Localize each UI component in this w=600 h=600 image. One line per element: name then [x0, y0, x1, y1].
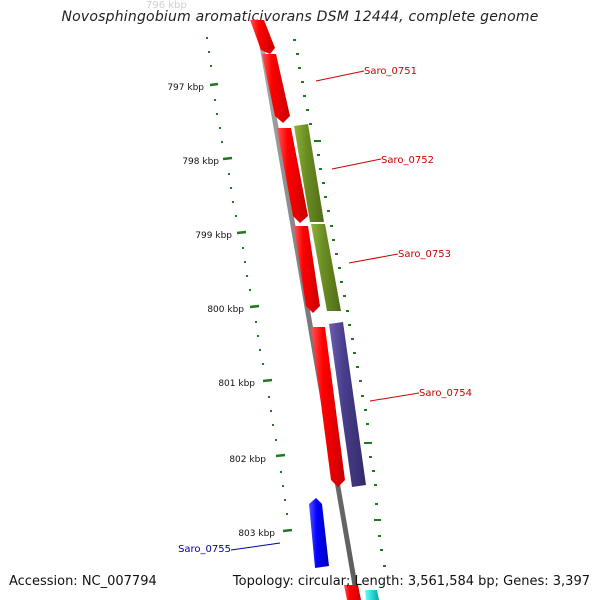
gene-saro-0755 [309, 498, 329, 568]
cds-segment-bottom [344, 585, 361, 600]
cds-segment-saro-0754 [311, 327, 345, 487]
cds-segment-saro-0753 [294, 226, 320, 313]
accession-text: Accession: NC_007794 [9, 574, 157, 589]
tick-label-800: 800 kbp [207, 305, 244, 315]
gene-label-saro-0754: Saro_0754 [419, 388, 472, 399]
gene-label-saro-0755: Saro_0755 [178, 544, 231, 555]
major-ticks [209, 82, 293, 533]
inner-tick-ring [206, 37, 288, 515]
outer-tick-ring [293, 39, 386, 567]
gene-label-saro-0751: Saro_0751 [364, 66, 417, 77]
tick-label-801: 801 kbp [218, 379, 255, 389]
gene-track [294, 124, 379, 600]
tick-label-798: 798 kbp [182, 157, 219, 167]
tick-label-797: 797 kbp [167, 83, 204, 93]
genome-backbone [255, 20, 360, 600]
tick-label-799: 799 kbp [195, 231, 232, 241]
genome-summary-text: Topology: circular; Length: 3,561,584 bp… [232, 574, 590, 589]
gene-labels: Saro_0751 Saro_0752 Saro_0753 Saro_0754 … [178, 66, 472, 555]
gene-label-saro-0753: Saro_0753 [398, 249, 451, 260]
cds-track [250, 20, 361, 600]
cds-segment-saro-0751 [262, 54, 290, 123]
cds-segment [250, 20, 275, 54]
gene-saro-0752 [294, 124, 324, 222]
faint-tick-label: 796 kbp [146, 0, 187, 11]
map-title: Novosphingobium aromaticivorans DSM 1244… [61, 9, 539, 25]
cds-segment-saro-0752 [277, 128, 308, 223]
gene-bottom-cyan [365, 590, 379, 600]
tick-label-803: 803 kbp [238, 529, 275, 539]
tick-label-802: 802 kbp [229, 455, 266, 465]
gene-label-saro-0752: Saro_0752 [381, 155, 434, 166]
gene-saro-0753 [311, 224, 341, 311]
gene-saro-0754 [329, 322, 366, 487]
